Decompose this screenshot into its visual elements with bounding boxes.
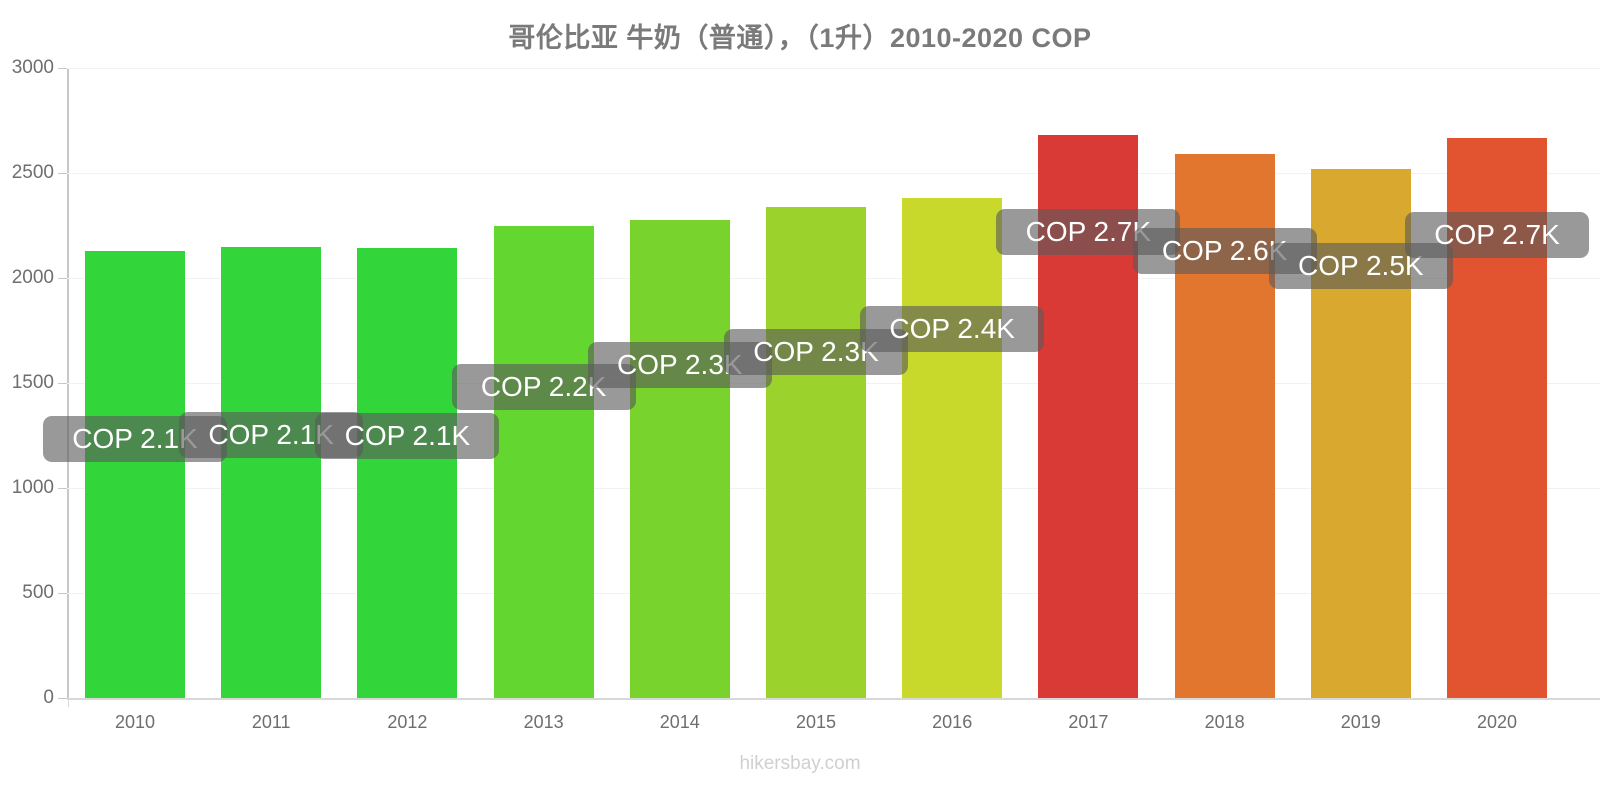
bar-value-label: COP 2.3K [724, 328, 908, 375]
bar[interactable] [766, 206, 866, 698]
bar-rect [902, 198, 1003, 698]
y-axis-tick-label: 1000 [11, 477, 54, 498]
y-axis-tick-mark [58, 278, 67, 279]
x-axis-line [67, 698, 1600, 700]
y-axis-tick-label: 1500 [11, 372, 54, 393]
bar-rect [766, 206, 866, 698]
bar[interactable] [902, 198, 1003, 698]
y-axis-tick-mark [58, 173, 67, 174]
x-axis-origin-tick [68, 698, 69, 707]
y-axis-tick-mark [58, 488, 67, 489]
bar[interactable] [85, 250, 185, 698]
page-title: 哥伦比亚 牛奶（普通），（1升）2010-2020 COP [508, 23, 1092, 53]
bar-rect [85, 250, 185, 698]
bar-rect [357, 247, 458, 698]
y-axis-tick-label: 0 [43, 687, 54, 708]
bar-rect [629, 220, 730, 698]
bar[interactable] [221, 246, 322, 698]
y-axis-tick-label: 2000 [11, 267, 54, 288]
x-axis-tick-label: 2012 [387, 712, 428, 732]
x-axis-tick-label: 2015 [795, 712, 837, 732]
x-axis-tick-label: 2019 [1340, 712, 1381, 732]
y-axis-tick-mark [58, 593, 67, 594]
bar-value-label: COP 2.1K [315, 412, 500, 459]
bar[interactable] [493, 225, 594, 698]
y-axis-tick-label: 500 [22, 582, 54, 603]
bar-rect [221, 246, 322, 698]
y-axis-tick-mark [58, 383, 67, 384]
bar-rect [493, 225, 594, 698]
x-axis-tick-label: 2014 [659, 712, 700, 732]
y-axis-tick-mark [58, 698, 67, 699]
bar-value-label: COP 2.7K [1405, 212, 1589, 259]
y-axis-tick-mark [58, 68, 67, 69]
x-axis-tick-label: 2017 [1068, 712, 1109, 732]
x-axis-tick-label: 2018 [1204, 712, 1245, 732]
bar[interactable] [629, 220, 730, 698]
x-axis-tick-label: 2010 [114, 712, 156, 732]
x-axis-tick-label: 2013 [523, 712, 564, 732]
x-axis-tick-label: 2011 [251, 712, 291, 732]
bar[interactable] [357, 247, 458, 698]
gridline [67, 173, 1600, 174]
x-axis-tick-label: 2016 [932, 712, 973, 732]
y-axis-tick-label: 3000 [11, 57, 54, 78]
plot-area: 0 500 1000 1500 2000 2500 3000 COP 2.1K COP 2.1… [12, 57, 1600, 708]
gridline [67, 68, 1600, 69]
footer-credit: hikersbay.com [739, 753, 861, 774]
bar-value-label: COP 2.4K [860, 306, 1045, 353]
x-axis-tick-label: 2020 [1476, 712, 1518, 732]
y-axis-tick-label: 2500 [11, 162, 54, 183]
y-axis-line [67, 68, 69, 700]
